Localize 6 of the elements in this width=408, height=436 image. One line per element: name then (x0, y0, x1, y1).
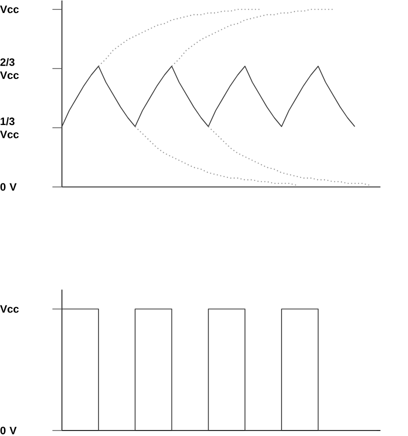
text: Vcc (0, 6, 19, 14)
text: Vcc (0, 305, 19, 313)
text: 2/3 Vcc (0, 58, 19, 80)
text: 0 V (0, 426, 17, 434)
text: 0 V (0, 183, 17, 191)
text: 1/3 Vcc (0, 117, 19, 138)
